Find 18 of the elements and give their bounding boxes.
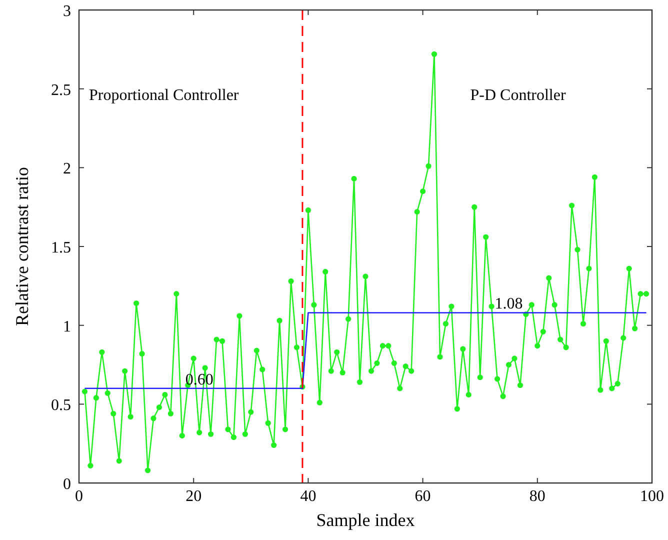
y-tick-label: 2.5 bbox=[51, 82, 71, 99]
x-tick-label: 80 bbox=[529, 488, 546, 505]
y-tick-label: 2 bbox=[63, 160, 71, 178]
x-tick-label: 20 bbox=[186, 488, 202, 505]
annotation: P-D Controller bbox=[470, 87, 566, 104]
y-tick-label: 3 bbox=[63, 3, 71, 20]
x-tick-label: 40 bbox=[300, 488, 316, 505]
y-axis-title: Relative contrast ratio bbox=[12, 167, 32, 326]
x-tick-label: 0 bbox=[75, 488, 83, 505]
x-tick-label: 60 bbox=[414, 488, 431, 505]
x-tick-label: 100 bbox=[640, 488, 664, 505]
y-tick-label: 0.5 bbox=[51, 397, 71, 414]
annotation: 1.08 bbox=[494, 296, 523, 313]
y-tick-label: 1 bbox=[63, 318, 71, 336]
x-axis-title: Sample index bbox=[316, 510, 415, 530]
y-tick-label: 1.5 bbox=[51, 240, 71, 256]
annotation: Proportional Controller bbox=[89, 87, 240, 104]
y-tick-label: 0 bbox=[63, 476, 71, 493]
